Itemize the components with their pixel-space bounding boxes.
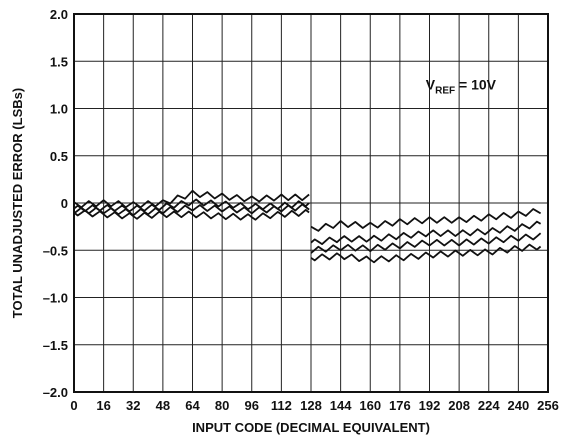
x-tick-label: 192	[419, 398, 441, 413]
x-tick-label: 128	[300, 398, 322, 413]
y-tick-label: –1.5	[43, 338, 68, 353]
series-lines	[73, 189, 542, 264]
x-tick-labels: 0 16 32 48 64 80 96 112 128 144 160 176 192 208 224 240…	[70, 398, 558, 413]
annotation-main: V	[426, 77, 436, 93]
y-tick-labels: –2.0 –1.5 –1.0 –0.5 0 0.5 1.0 1.5 2.0	[43, 7, 68, 400]
x-tick-label: 48	[156, 398, 170, 413]
x-axis-title: INPUT CODE (DECIMAL EQUIVALENT)	[192, 420, 430, 435]
y-tick-label: –0.5	[43, 243, 68, 258]
plot-frame	[73, 13, 549, 393]
series-line	[310, 220, 542, 245]
x-tick-label: 0	[70, 398, 77, 413]
y-tick-label: 1.5	[50, 54, 68, 69]
x-tick-label: 112	[271, 398, 292, 413]
vref-annotation: VREF = 10V	[426, 77, 497, 97]
series-line	[310, 208, 542, 232]
x-tick-label: 208	[448, 398, 470, 413]
series-line	[310, 243, 542, 264]
annotation-rest: = 10V	[455, 77, 497, 93]
x-tick-label: 32	[126, 398, 140, 413]
x-tick-label: 80	[215, 398, 229, 413]
x-tick-label: 96	[245, 398, 259, 413]
x-tick-label: 160	[359, 398, 381, 413]
series-line	[73, 209, 310, 221]
x-tick-label: 176	[389, 398, 411, 413]
annotation-sub: REF	[435, 86, 455, 97]
x-tick-label: 64	[185, 398, 200, 413]
y-tick-label: 0	[61, 196, 68, 211]
series-line	[73, 189, 310, 209]
x-tick-label: 16	[96, 398, 110, 413]
x-tick-label: 144	[330, 398, 352, 413]
series-line	[310, 232, 542, 254]
x-tick-label: 240	[508, 398, 530, 413]
x-tick-label: 256	[537, 398, 559, 413]
y-tick-label: –1.0	[43, 291, 68, 306]
y-tick-label: 1.0	[50, 102, 68, 117]
y-axis-title: TOTAL UNADJUSTED ERROR (LSBs)	[10, 88, 25, 318]
y-tick-label: 0.5	[50, 149, 68, 164]
series-line	[73, 203, 310, 217]
y-tick-label: –2.0	[43, 385, 68, 400]
y-tick-label: 2.0	[50, 7, 68, 22]
x-tick-label: 224	[478, 398, 500, 413]
